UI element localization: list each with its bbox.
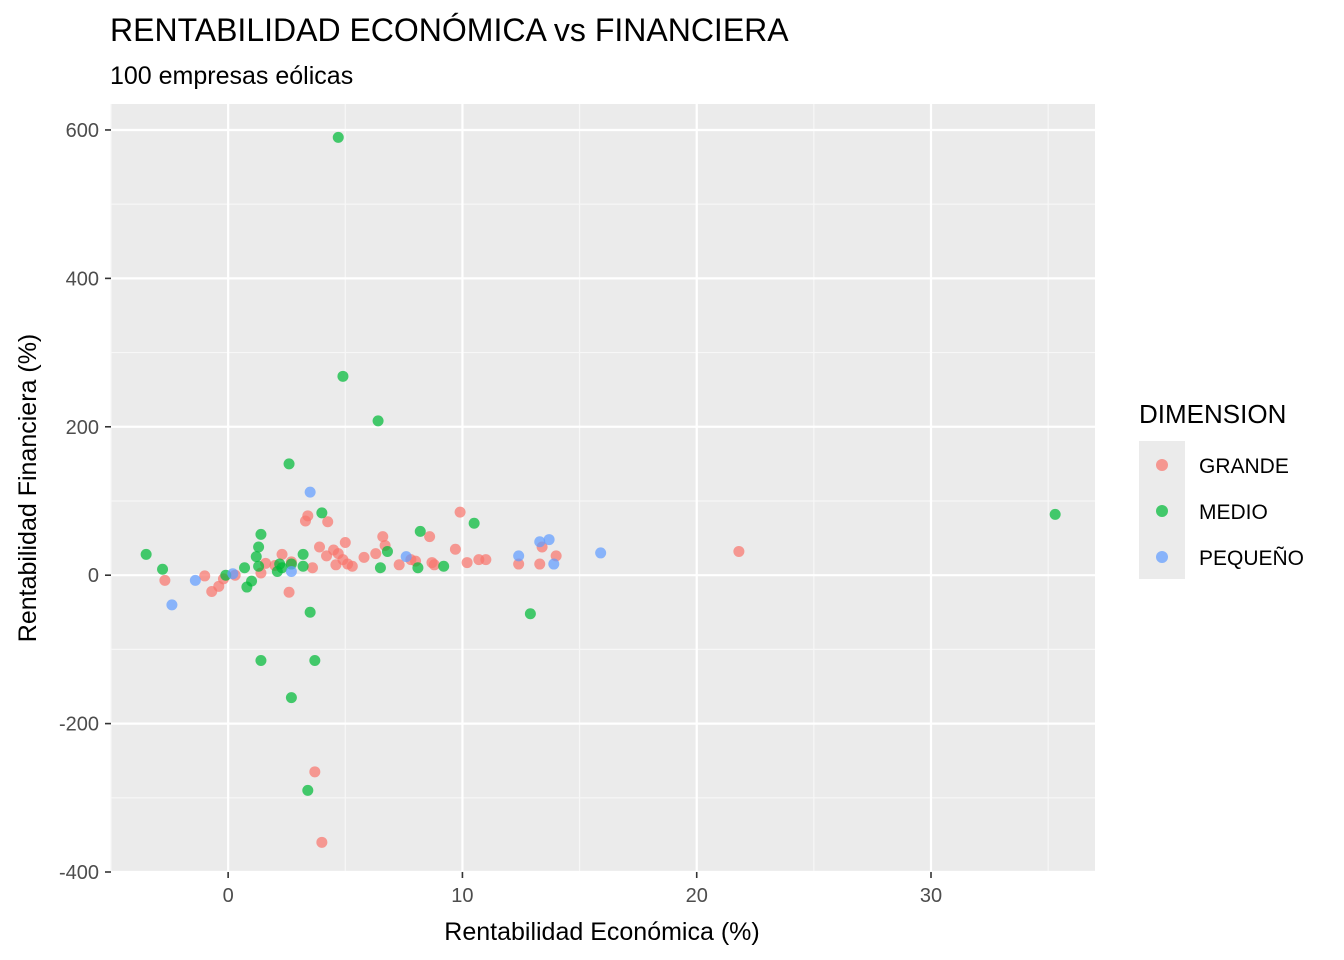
data-point-grande (534, 558, 546, 570)
legend: DIMENSION GRANDE MEDIO PEQUEÑO (1139, 399, 1304, 579)
data-point-grande (370, 548, 382, 560)
y-tick-label: 400 (66, 268, 99, 290)
legend-label-medio: MEDIO (1199, 501, 1268, 524)
data-point-pequeño (534, 536, 546, 548)
data-point-medio (297, 560, 309, 572)
data-point-grande (159, 574, 171, 586)
data-point-grande (306, 562, 318, 574)
data-point-grande (358, 551, 370, 563)
data-point-pequeño (166, 599, 178, 611)
x-tick-label: 30 (920, 885, 942, 907)
data-point-grande (199, 570, 211, 582)
legend-key-grande (1156, 459, 1168, 471)
y-axis-title: Rentabilidad Financiera (%) (14, 334, 42, 642)
x-axis: 0 10 20 30 (223, 872, 942, 907)
x-tick-label: 10 (451, 885, 473, 907)
data-points (140, 131, 1061, 848)
data-point-medio (285, 692, 297, 704)
data-point-grande (314, 541, 326, 553)
x-tick-label: 0 (223, 885, 234, 907)
data-point-grande (428, 559, 440, 571)
data-point-medio (255, 528, 267, 540)
data-point-pequeño (595, 547, 607, 559)
legend-label-grande: GRANDE (1199, 455, 1289, 478)
data-point-grande (424, 531, 436, 543)
data-point-grande (454, 506, 466, 518)
data-point-medio (253, 541, 265, 553)
data-point-grande (316, 836, 328, 848)
data-point-grande (393, 559, 405, 571)
data-point-medio (250, 551, 262, 563)
data-point-medio (157, 563, 169, 575)
data-point-pequeño (543, 534, 555, 546)
data-point-medio (372, 415, 384, 427)
data-point-grande (346, 560, 358, 572)
data-point-medio (337, 370, 349, 382)
legend-key-pequeño (1156, 551, 1168, 563)
data-point-medio (283, 458, 295, 470)
data-point-pequeño (400, 551, 412, 563)
data-point-medio (414, 525, 426, 537)
y-tick-label: -200 (59, 714, 99, 736)
data-point-grande (449, 543, 461, 555)
data-point-medio (1049, 508, 1061, 520)
data-point-grande (377, 531, 389, 543)
data-point-medio (412, 562, 424, 574)
data-point-medio (381, 545, 393, 557)
y-axis: 600 400 200 0 -200 -400 (59, 120, 111, 884)
chart-subtitle: 100 empresas eólicas (110, 62, 353, 90)
data-point-pequeño (304, 486, 316, 498)
data-point-medio (304, 606, 316, 618)
data-point-pequeño (285, 565, 297, 577)
data-point-grande (513, 558, 525, 570)
data-point-medio (140, 548, 152, 560)
data-point-grande (339, 537, 351, 549)
data-point-grande (309, 766, 321, 778)
x-tick-label: 20 (686, 885, 708, 907)
data-point-grande (322, 516, 334, 528)
data-point-pequeño (548, 558, 560, 570)
y-tick-label: 600 (66, 120, 99, 142)
plot-panel (111, 104, 1095, 872)
chart-title: RENTABILIDAD ECONÓMICA vs FINANCIERA (110, 12, 789, 48)
legend-items: GRANDE MEDIO PEQUEÑO (1156, 455, 1304, 570)
y-tick-label: 0 (88, 565, 99, 587)
y-tick-label: 200 (66, 417, 99, 439)
data-point-grande (302, 510, 314, 522)
data-point-medio (374, 562, 386, 574)
data-point-medio (309, 655, 321, 667)
data-point-medio (253, 560, 265, 572)
data-point-medio (302, 784, 314, 796)
y-tick-label: -400 (59, 862, 99, 884)
data-point-medio (524, 608, 536, 620)
data-point-pequeño (189, 574, 201, 586)
data-point-grande (461, 557, 473, 569)
x-axis-title: Rentabilidad Económica (%) (444, 918, 759, 946)
data-point-medio (255, 655, 267, 667)
data-point-pequeño (227, 568, 239, 580)
data-point-grande (276, 548, 288, 560)
data-point-grande (480, 554, 492, 566)
data-point-medio (246, 575, 258, 587)
data-point-pequeño (513, 550, 525, 562)
data-point-medio (239, 562, 251, 574)
legend-key-medio (1156, 505, 1168, 517)
data-point-medio (316, 507, 328, 519)
data-point-medio (438, 560, 450, 572)
legend-title: DIMENSION (1139, 399, 1286, 429)
data-point-medio (332, 131, 344, 143)
data-point-medio (468, 517, 480, 529)
data-point-medio (276, 562, 288, 574)
data-point-grande (733, 545, 745, 557)
data-point-medio (297, 548, 309, 560)
legend-label-pequeño: PEQUEÑO (1199, 546, 1304, 570)
major-gridlines (111, 104, 1095, 874)
data-point-grande (283, 586, 295, 598)
